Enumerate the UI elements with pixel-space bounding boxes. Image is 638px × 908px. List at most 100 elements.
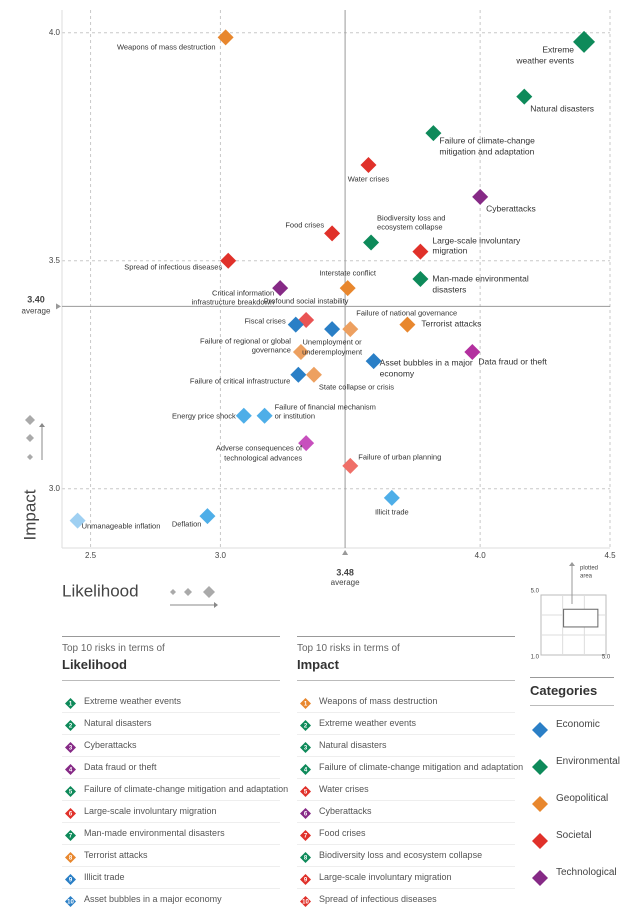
- data-point: [399, 316, 416, 333]
- rank-number: 7: [304, 834, 308, 840]
- point-label: Food crises: [285, 220, 325, 230]
- item-name: Spread of infectious diseases: [319, 894, 437, 904]
- diamond: [300, 786, 311, 797]
- rank-badge: 1: [65, 696, 76, 709]
- diamond: [65, 808, 76, 819]
- item-name: Large-scale involuntary migration: [319, 872, 452, 882]
- data-point: [339, 280, 356, 297]
- point-label: Failure of national governance: [356, 308, 458, 318]
- icon: 4: [65, 764, 76, 775]
- point-label: Failure of regional or global governance: [200, 336, 291, 355]
- rank-badge: 8: [300, 850, 311, 863]
- item-name: Biodiversity loss and ecosystem collapse: [319, 850, 483, 860]
- icon: 1: [300, 698, 311, 709]
- inset-label: 5.0: [531, 589, 540, 595]
- point-label: State collapse or crisis: [318, 382, 394, 392]
- item-name: Extreme weather events: [84, 696, 182, 706]
- icon: 10: [300, 896, 311, 907]
- point-label: Asset bubbles in a major economy: [379, 357, 473, 379]
- list-item: 7 Food crises: [297, 823, 515, 845]
- data-point: [360, 157, 377, 174]
- legend-swatch: [532, 828, 548, 849]
- scale-icon: [27, 454, 33, 460]
- point-label: Illicit trade: [374, 507, 409, 517]
- data-point: [472, 188, 489, 205]
- inset-label: 1.0: [531, 655, 540, 661]
- scale-icon: [203, 586, 215, 598]
- icon: 7: [300, 830, 311, 841]
- point-label: Data fraud or theft: [478, 356, 547, 367]
- data-point: [256, 407, 273, 424]
- icon: 2: [300, 720, 311, 731]
- point-label: Critical information infrastructure brea…: [191, 288, 275, 308]
- point-label: Failure of climate-change mitigation and…: [439, 135, 535, 157]
- likelihood-list: Top 10 risks in terms of Likelihood 1 Ext…: [62, 636, 288, 908]
- point-label: Profound social instability: [263, 296, 349, 306]
- data-point: [272, 280, 289, 297]
- item-name: Illicit trade: [84, 872, 125, 882]
- diamond: [300, 742, 311, 753]
- data-point: [412, 271, 429, 287]
- icon: 9: [300, 874, 311, 885]
- rank-number: 2: [304, 724, 308, 730]
- diamond: [300, 852, 311, 863]
- data-point: [69, 512, 86, 529]
- rank-badge: 5: [65, 784, 76, 797]
- inset-title: area: [580, 574, 593, 580]
- item-name: Water crises: [319, 784, 369, 794]
- arrow-head: [39, 423, 45, 427]
- icon: [532, 870, 548, 886]
- icon: [532, 759, 548, 775]
- data-point: [342, 457, 359, 474]
- y-tick-label: 4.0: [49, 28, 61, 37]
- rank-badge: 3: [65, 740, 76, 753]
- point-label: Fiscal crises: [244, 315, 286, 325]
- data-point: [412, 243, 429, 260]
- list-item: 2 Extreme weather events: [297, 713, 515, 735]
- point-label: Biodiversity loss and ecosystem collapse: [377, 213, 446, 232]
- x-tick-label: 4.5: [604, 551, 616, 560]
- point-label: Interstate conflict: [319, 268, 377, 278]
- x-axis-title: Likelihood: [62, 581, 139, 600]
- data-point: [324, 321, 341, 338]
- rank-number: 6: [304, 812, 308, 818]
- list-item: 8 Terrorist attacks: [62, 845, 280, 867]
- legend-item: Societal: [530, 817, 614, 854]
- list-title: Likelihood: [62, 657, 280, 681]
- list-item: 9 Illicit trade: [62, 867, 280, 889]
- y-axis-title: Impact: [20, 489, 39, 540]
- icon: 9: [65, 874, 76, 885]
- diamond: [532, 796, 548, 812]
- data-point: [292, 343, 309, 360]
- y-average-label: average: [22, 306, 51, 315]
- point-label: Failure of financial mechanism or instit…: [274, 402, 376, 421]
- list-item: 3 Cyberattacks: [62, 735, 280, 757]
- x-tick-label: 4.0: [475, 551, 487, 560]
- item-name: Man-made environmental disasters: [84, 828, 225, 838]
- scale-icon: [26, 434, 34, 442]
- impact-list: Top 10 risks in terms of Impact 1 Weapons…: [297, 636, 523, 908]
- diamond: [65, 786, 76, 797]
- x-average-value: 3.48: [336, 567, 354, 577]
- rank-number: 7: [69, 834, 73, 840]
- item-name: Cyberattacks: [319, 806, 372, 816]
- rank-badge: 6: [65, 806, 76, 819]
- rank-number: 2: [69, 724, 73, 730]
- legend-label: Societal: [556, 830, 592, 841]
- diamond: [300, 720, 311, 731]
- list-item: 6 Large-scale involuntary migration: [62, 801, 280, 823]
- diamond: [65, 896, 76, 907]
- icon: 5: [65, 786, 76, 797]
- rank-number: 9: [304, 878, 308, 884]
- rank-number: 8: [304, 856, 308, 862]
- list-item: 7 Man-made environmental disasters: [62, 823, 280, 845]
- item-name: Terrorist attacks: [84, 850, 148, 860]
- legend: Categories Economic Environmental Geopolit…: [530, 677, 620, 891]
- rank-number: 10: [67, 900, 74, 906]
- icon: [532, 833, 548, 849]
- x-tick-label: 3.0: [215, 551, 227, 560]
- list-item: 9 Large-scale involuntary migration: [297, 867, 515, 889]
- point-label: Water crises: [347, 174, 390, 184]
- list-heading: Top 10 risks in terms of: [297, 643, 400, 654]
- legend-item: Geopolitical: [530, 780, 614, 817]
